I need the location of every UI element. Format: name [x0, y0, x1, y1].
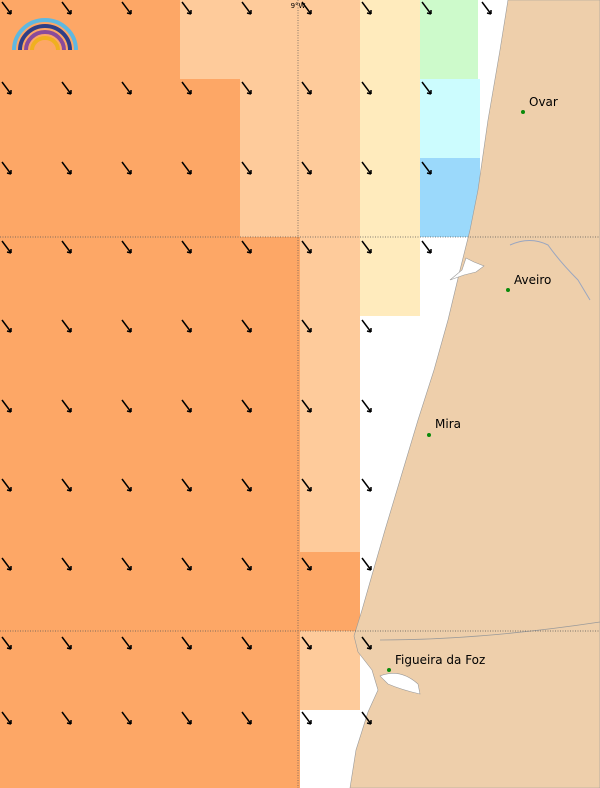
wind-arrow: [361, 1, 372, 15]
lagoon: [449, 257, 485, 281]
wind-arrow: [1, 319, 12, 333]
wind-arrow: [181, 81, 192, 95]
wind-arrow: [1, 711, 12, 725]
wind-arrow: [1, 161, 12, 175]
wind-arrow: [181, 711, 192, 725]
wave-cells: [0, 0, 480, 788]
wind-arrow: [1, 557, 12, 571]
places: Ovar Aveiro Mira Figueira da Foz: [387, 95, 558, 672]
wind-arrow: [361, 636, 372, 650]
wind-arrow: [61, 1, 72, 15]
wind-arrow: [181, 240, 192, 254]
wind-arrow: [181, 636, 192, 650]
place-label: Figueira da Foz: [395, 653, 485, 667]
wind-arrow: [241, 711, 252, 725]
wind-arrow: [361, 557, 372, 571]
wind-arrow: [241, 1, 252, 15]
wind-arrow: [121, 711, 132, 725]
wind-arrow: [61, 636, 72, 650]
wind-arrow: [241, 161, 252, 175]
wind-arrow: [301, 319, 312, 333]
place-label: Ovar: [529, 95, 558, 109]
land: [349, 0, 600, 788]
wind-arrow: [181, 557, 192, 571]
wind-arrow: [241, 557, 252, 571]
wind-arrow: [361, 319, 372, 333]
wind-arrow: [361, 711, 372, 725]
wind-arrow: [121, 557, 132, 571]
wind-arrow: [181, 478, 192, 492]
wind-arrow: [361, 399, 372, 413]
wind-arrow: [1, 81, 12, 95]
wind-arrow: [61, 161, 72, 175]
wind-arrow: [181, 1, 192, 15]
wind-arrow: [1, 636, 12, 650]
wind-arrow: [121, 319, 132, 333]
wind-arrow: [181, 399, 192, 413]
wind-arrow: [241, 240, 252, 254]
wind-arrow: [421, 1, 432, 15]
wind-arrow: [1, 1, 12, 15]
wind-arrow: [121, 161, 132, 175]
place-label: Aveiro: [514, 273, 551, 287]
wind-arrows: [1, 1, 492, 725]
wind-arrow: [241, 319, 252, 333]
wind-arrow: [361, 478, 372, 492]
wind-arrow: [61, 478, 72, 492]
wind-arrow: [61, 711, 72, 725]
wind-arrow: [301, 557, 312, 571]
logo: [12, 18, 78, 51]
wind-arrow: [1, 478, 12, 492]
wind-arrow: [301, 240, 312, 254]
wind-arrow: [301, 636, 312, 650]
wind-arrow: [1, 240, 12, 254]
wind-arrow: [1, 399, 12, 413]
wind-arrow: [241, 636, 252, 650]
wind-arrow: [61, 240, 72, 254]
place-label: Mira: [435, 417, 461, 431]
wind-arrow: [241, 478, 252, 492]
river: [379, 621, 600, 641]
wind-arrow: [301, 399, 312, 413]
wind-arrow: [361, 161, 372, 175]
wind-arrow: [121, 399, 132, 413]
wind-arrow: [121, 81, 132, 95]
wind-arrow: [241, 399, 252, 413]
wind-arrow: [241, 81, 252, 95]
wind-arrow: [421, 240, 432, 254]
wind-arrow: [301, 478, 312, 492]
wind-arrow: [301, 711, 312, 725]
meridian-label: 9°W: [291, 2, 306, 10]
estuary: [379, 673, 421, 695]
wind-arrow: [121, 478, 132, 492]
wind-arrow: [61, 399, 72, 413]
wind-arrow: [181, 161, 192, 175]
wind-arrow: [61, 319, 72, 333]
river: [509, 240, 591, 301]
wind-arrow: [301, 161, 312, 175]
wind-arrow: [181, 319, 192, 333]
wind-arrow: [301, 81, 312, 95]
wind-arrow: [121, 240, 132, 254]
wind-arrow: [61, 81, 72, 95]
wind-arrow: [61, 557, 72, 571]
wind-arrow: [481, 1, 492, 15]
wind-arrow: [421, 81, 432, 95]
wind-arrow: [301, 1, 312, 15]
wind-arrow: [121, 1, 132, 15]
wind-arrow: [121, 636, 132, 650]
wind-arrow: [361, 240, 372, 254]
wind-arrow: [421, 161, 432, 175]
wind-arrow: [361, 81, 372, 95]
